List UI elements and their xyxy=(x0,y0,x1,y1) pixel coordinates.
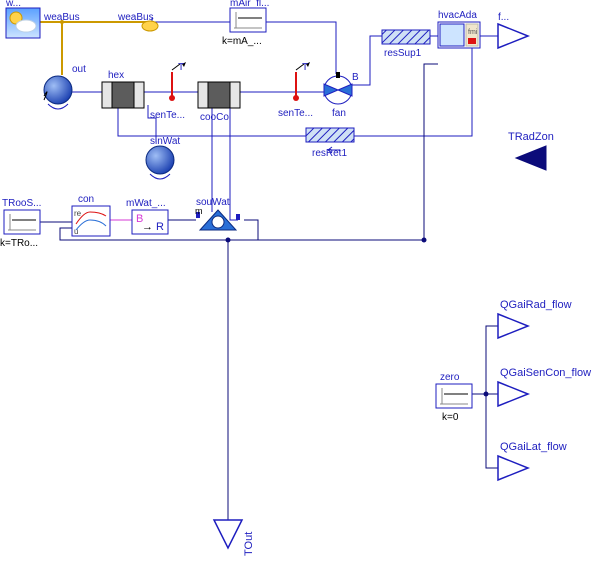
junction-dot-zero xyxy=(484,392,489,397)
troos-k: k=TRo... xyxy=(0,238,38,249)
hex-label: hex xyxy=(108,70,124,81)
qgaisen-label: QGaiSenCon_flow xyxy=(500,367,591,379)
zero-block: zero k=0 xyxy=(436,372,472,423)
mair-block: mAir_fl... k=mA_... xyxy=(222,0,269,47)
f-output-triangle: f... xyxy=(498,12,528,48)
con-block: re u con xyxy=(72,194,110,236)
hvacada-label: hvacAda xyxy=(438,10,477,21)
tradzon-label: TRadZon xyxy=(508,131,554,143)
mwat-block: B → R mWat_... xyxy=(126,198,168,234)
weather-block: w... xyxy=(5,0,40,38)
mwat-R: R xyxy=(156,221,164,233)
resret1-label: resRet1 xyxy=(312,148,347,159)
qgairad-label: QGaiRad_flow xyxy=(500,299,572,311)
wire xyxy=(60,228,424,240)
sinwat-label: sinWat xyxy=(150,136,180,147)
sente1-label: senTe... xyxy=(150,110,185,121)
zero-label: zero xyxy=(440,372,460,383)
hvacada-block: fmi hvacAda xyxy=(438,10,480,48)
mwat-label: mWat_... xyxy=(126,198,166,209)
svg-text:B: B xyxy=(352,72,359,83)
coocoi-label: cooCoi xyxy=(200,112,231,123)
zero-k: k=0 xyxy=(442,412,459,423)
con-label: con xyxy=(78,194,94,205)
troos-block: TRooS... k=TRo... xyxy=(0,198,41,249)
souwat-block: souWat m xyxy=(195,197,240,230)
qgaisen-output: QGaiSenCon_flow xyxy=(498,367,591,406)
fan-label: fan xyxy=(332,108,346,119)
mair-k: k=mA_... xyxy=(222,36,262,47)
wire xyxy=(472,326,498,394)
sinwat-block: sinWat xyxy=(146,136,180,179)
troos-label: TRooS... xyxy=(2,198,41,209)
ressup1-block: resSup1 xyxy=(382,30,430,59)
resret1-block: resRet1 xyxy=(306,128,354,159)
con-u: u xyxy=(74,227,78,236)
mair-label: mAir_fl... xyxy=(230,0,269,9)
tout-label: TOut xyxy=(243,532,255,556)
ressup1-label: resSup1 xyxy=(384,48,422,59)
hex-block: hex xyxy=(102,70,144,108)
out-block: out xyxy=(44,64,86,109)
junction-dot xyxy=(226,238,231,243)
fan-block: B fan xyxy=(324,72,359,119)
wire xyxy=(354,48,472,136)
sente2-block: T senTe... xyxy=(278,62,313,119)
svg-text:m: m xyxy=(195,206,203,216)
sente2-T: T xyxy=(302,62,308,73)
wire xyxy=(230,108,238,220)
fmi-text: fmi xyxy=(468,29,478,36)
junction-dot xyxy=(422,238,427,243)
junction-dot xyxy=(60,20,64,24)
tradzon-input: TRadZon xyxy=(508,131,554,170)
svg-text:→: → xyxy=(142,221,153,233)
out-label: out xyxy=(72,64,86,75)
qgailat-output: QGaiLat_flow xyxy=(498,441,567,480)
con-re: re xyxy=(74,209,82,218)
sente2-label: senTe... xyxy=(278,108,313,119)
qgairad-output: QGaiRad_flow xyxy=(498,299,572,338)
tout-output: TOut xyxy=(214,520,255,556)
wire xyxy=(486,394,498,468)
wire xyxy=(152,18,230,22)
coocoi-block: cooCoi xyxy=(198,82,240,123)
weabus-node xyxy=(142,21,158,31)
sente1-T: T xyxy=(178,62,184,73)
weather-label: w... xyxy=(5,0,21,9)
f-label: f... xyxy=(498,12,509,23)
qgailat-label: QGaiLat_flow xyxy=(500,441,567,453)
